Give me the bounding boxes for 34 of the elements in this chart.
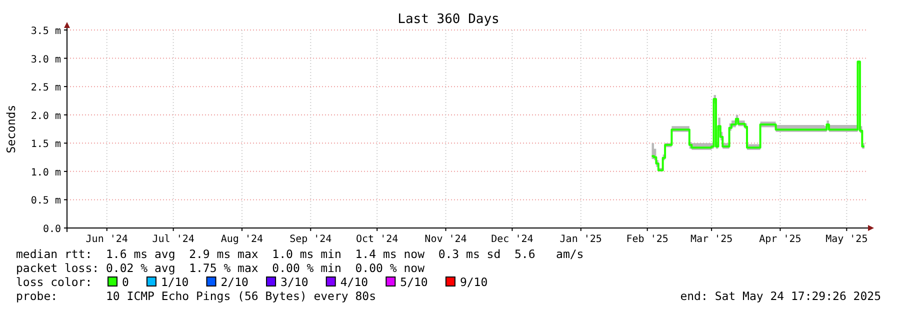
legend-label: 9/10 bbox=[460, 275, 488, 289]
text: median rtt: 1.6 ms avg 2.9 ms max 1.0 ms min 1.4 ms now 0.3 ms sd 5.6 am/s bbox=[16, 247, 584, 261]
text: packet loss: 0.02 % avg 1.75 % max 0.00 % min 0.00 % now bbox=[16, 261, 425, 275]
legend-label: 1/10 bbox=[160, 275, 189, 289]
y-axis-title: Seconds bbox=[4, 104, 18, 154]
x-tick-label: Jun '24 bbox=[86, 234, 128, 245]
y-tick-label: 2.5 m bbox=[30, 82, 61, 94]
x-tick-label: Mar '25 bbox=[690, 234, 733, 245]
x-tick-label: Feb '25 bbox=[626, 234, 668, 245]
legend-label: 0 bbox=[122, 275, 129, 289]
x-tick-label: Jan '25 bbox=[560, 234, 602, 245]
x-tick-label: Nov '24 bbox=[424, 234, 467, 245]
chart-title: Last 360 Days bbox=[398, 12, 500, 27]
legend-label: 5/10 bbox=[400, 275, 428, 289]
x-tick-label: Sep '24 bbox=[290, 234, 332, 245]
legend-label: 4/10 bbox=[340, 275, 368, 289]
y-tick-label: 3.5 m bbox=[30, 26, 61, 37]
y-tick-label: 1.5 m bbox=[30, 139, 61, 150]
x-tick-label: Apr '25 bbox=[759, 234, 802, 245]
legend-title: loss color: bbox=[16, 275, 92, 289]
x-tick-label: Dec '24 bbox=[491, 234, 534, 245]
x-tick-label: Oct '24 bbox=[356, 234, 398, 245]
text: end: Sat May 24 17:29:26 2025 bbox=[680, 289, 881, 303]
y-tick-label: 2.0 m bbox=[30, 110, 61, 122]
x-tick-label: Aug '24 bbox=[220, 234, 264, 245]
y-tick-label: 0.5 m bbox=[30, 196, 61, 207]
x-tick-label: Jul '24 bbox=[152, 234, 194, 245]
legend-label: 2/10 bbox=[220, 275, 249, 289]
text: probe: 10 ICMP Echo Pings (56 Bytes) every 80s bbox=[16, 289, 376, 303]
x-tick-label: May '25 bbox=[826, 234, 868, 245]
y-tick-label: 3.0 m bbox=[30, 54, 61, 66]
y-tick-label: 0.0 bbox=[42, 224, 61, 235]
legend-label: 3/10 bbox=[280, 275, 308, 289]
y-tick-label: 1.0 m bbox=[30, 167, 61, 178]
